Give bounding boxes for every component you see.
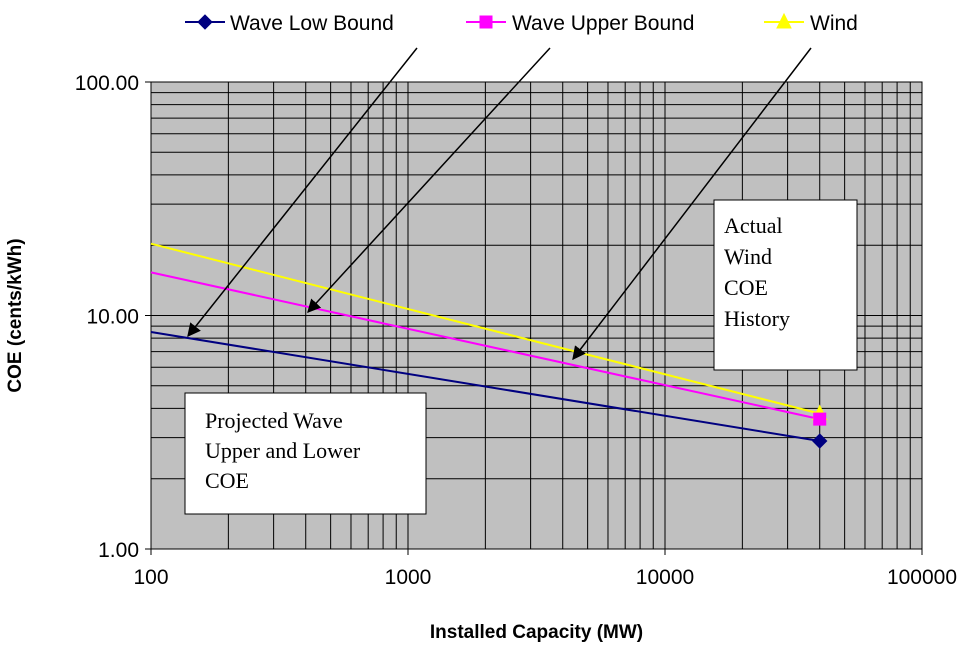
annotation-arrows bbox=[187, 47, 812, 361]
annotation-boxes: Projected Wave Upper and Lower COE Actual Wi… bbox=[184, 199, 858, 515]
annotation-text: Actual bbox=[724, 213, 783, 238]
annotation-box-1 bbox=[713, 199, 858, 371]
annotation-text: COE bbox=[724, 275, 768, 300]
annotation-arrow-2 bbox=[572, 47, 812, 361]
series-layer bbox=[150, 242, 828, 449]
legend-label-0: Wave Low Bound bbox=[230, 12, 394, 35]
legend: Wave Low Bound Wave Upper Bound Wind bbox=[185, 12, 858, 35]
legend-marker-0 bbox=[197, 14, 213, 30]
annotation-arrow-1 bbox=[307, 47, 551, 313]
annotation-text: Projected Wave bbox=[205, 408, 343, 433]
series-line-0 bbox=[150, 330, 820, 443]
series-point-0 bbox=[812, 433, 828, 449]
annotation-text: COE bbox=[205, 468, 249, 493]
legend-marker-2 bbox=[776, 12, 792, 29]
x-tick-label: 100 bbox=[133, 566, 168, 589]
legend-label-1: Wave Upper Bound bbox=[512, 12, 695, 35]
x-tick-label: 10000 bbox=[636, 566, 694, 589]
annotation-text: Wind bbox=[724, 244, 772, 269]
series-point-1 bbox=[813, 412, 827, 426]
annotation-arrow-0 bbox=[187, 47, 418, 338]
x-tick-label: 1000 bbox=[385, 566, 432, 589]
annotation-box-0 bbox=[184, 392, 427, 515]
x-axis-title: Installed Capacity (MW) bbox=[430, 622, 643, 643]
series-line-2 bbox=[150, 242, 820, 415]
axes: 100 1000 10000 100000 1.00 10.00 100.00 bbox=[75, 72, 957, 589]
series-line-1 bbox=[150, 271, 820, 421]
y-tick-label: 10.00 bbox=[86, 306, 139, 329]
y-tick-label: 1.00 bbox=[98, 539, 139, 562]
legend-label-2: Wind bbox=[810, 12, 858, 35]
annotation-text: History bbox=[724, 306, 790, 331]
x-tick-label: 100000 bbox=[887, 566, 957, 589]
y-tick-label: 100.00 bbox=[75, 72, 139, 95]
legend-marker-1 bbox=[479, 15, 493, 29]
y-axis-title: COE (cents/kWh) bbox=[5, 238, 26, 392]
annotation-text: Upper and Lower bbox=[205, 438, 361, 463]
